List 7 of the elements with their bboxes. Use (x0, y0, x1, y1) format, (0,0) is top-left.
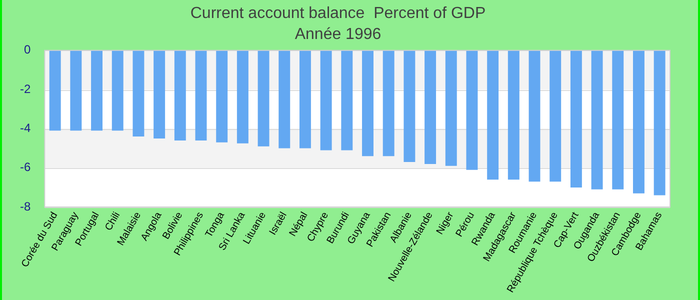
chart-title: Current account balance Percent of GDP (190, 5, 486, 22)
y-tick-label: 0 (24, 42, 31, 57)
y-tick-label: -4 (20, 121, 31, 136)
y-tick-label: -6 (20, 160, 31, 174)
chart-subtitle: Année 1996 (294, 26, 382, 44)
y-tick-label: -2 (20, 82, 31, 96)
y-tick-label: -8 (20, 199, 31, 214)
